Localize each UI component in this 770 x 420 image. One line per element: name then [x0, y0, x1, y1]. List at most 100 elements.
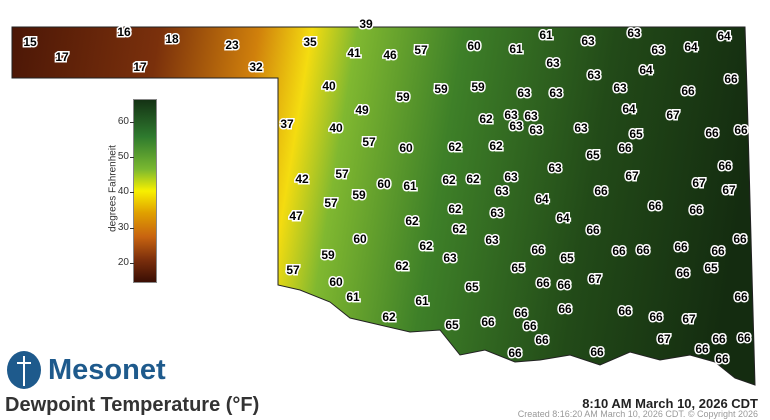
station-dewpoint-label: 63	[548, 161, 562, 175]
legend-tick: 20	[115, 257, 134, 268]
station-dewpoint-label: 66	[557, 278, 571, 292]
station-dewpoint-label: 63	[495, 184, 509, 198]
station-dewpoint-label: 32	[249, 60, 263, 74]
station-dewpoint-label: 66	[531, 243, 545, 257]
station-dewpoint-label: 67	[682, 312, 696, 326]
station-dewpoint-label: 61	[403, 179, 417, 193]
station-dewpoint-label: 63	[627, 26, 641, 40]
logo-text: Mesonet	[48, 353, 166, 386]
station-dewpoint-label: 67	[666, 108, 680, 122]
station-dewpoint-label: 61	[346, 290, 360, 304]
created-copyright: Created 8:16:20 AM March 10, 2026 CDT. ©…	[517, 409, 758, 419]
station-dewpoint-label: 59	[396, 90, 410, 104]
station-dewpoint-label: 60	[377, 177, 391, 191]
station-dewpoint-label: 62	[448, 140, 462, 154]
station-dewpoint-label: 63	[529, 123, 543, 137]
station-dewpoint-label: 47	[289, 209, 303, 223]
station-dewpoint-label: 62	[382, 310, 396, 324]
station-dewpoint-label: 61	[539, 28, 553, 42]
station-dewpoint-label: 59	[434, 82, 448, 96]
station-dewpoint-label: 39	[359, 17, 373, 31]
station-dewpoint-label: 64	[556, 211, 570, 225]
station-dewpoint-label: 66	[481, 315, 495, 329]
mesonet-logo: Mesonet	[6, 350, 166, 390]
station-dewpoint-label: 49	[355, 103, 369, 117]
station-dewpoint-label: 66	[612, 244, 626, 258]
station-dewpoint-label: 40	[322, 79, 336, 93]
station-dewpoint-label: 17	[133, 60, 147, 74]
station-dewpoint-label: 40	[329, 121, 343, 135]
station-dewpoint-label: 67	[657, 332, 671, 346]
station-dewpoint-label: 57	[286, 263, 300, 277]
map-title: Dewpoint Temperature (°F)	[5, 394, 260, 416]
station-dewpoint-label: 61	[415, 294, 429, 308]
station-dewpoint-label: 15	[23, 35, 37, 49]
station-dewpoint-label: 46	[383, 48, 397, 62]
station-dewpoint-label: 66	[712, 332, 726, 346]
station-dewpoint-label: 63	[490, 206, 504, 220]
station-dewpoint-label: 66	[508, 346, 522, 360]
station-dewpoint-label: 63	[485, 233, 499, 247]
station-dewpoint-label: 65	[511, 261, 525, 275]
station-dewpoint-label: 63	[546, 56, 560, 70]
station-dewpoint-label: 63	[549, 86, 563, 100]
station-dewpoint-label: 59	[321, 248, 335, 262]
station-dewpoint-label: 65	[586, 148, 600, 162]
station-dewpoint-label: 17	[55, 50, 69, 64]
station-dewpoint-label: 66	[733, 232, 747, 246]
station-dewpoint-label: 66	[737, 331, 751, 345]
station-dewpoint-label: 67	[588, 272, 602, 286]
station-dewpoint-label: 62	[419, 239, 433, 253]
station-dewpoint-label: 35	[303, 35, 317, 49]
station-dewpoint-label: 63	[504, 170, 518, 184]
station-dewpoint-label: 66	[618, 141, 632, 155]
station-dewpoint-label: 57	[324, 196, 338, 210]
station-dewpoint-label: 65	[465, 280, 479, 294]
station-dewpoint-label: 66	[681, 84, 695, 98]
station-dewpoint-label: 62	[405, 214, 419, 228]
legend-tick: 40	[115, 186, 134, 197]
station-dewpoint-label: 63	[574, 121, 588, 135]
station-dewpoint-label: 66	[618, 304, 632, 318]
station-dewpoint-label: 66	[711, 244, 725, 258]
station-dewpoint-label: 66	[676, 266, 690, 280]
station-dewpoint-label: 63	[443, 251, 457, 265]
station-dewpoint-label: 63	[581, 34, 595, 48]
station-dewpoint-label: 66	[705, 126, 719, 140]
station-dewpoint-label: 66	[590, 345, 604, 359]
station-dewpoint-label: 67	[625, 169, 639, 183]
station-dewpoint-label: 59	[471, 80, 485, 94]
oklahoma-state-shape	[11, 26, 756, 386]
station-dewpoint-label: 57	[335, 167, 349, 181]
legend-tick: 30	[115, 222, 134, 233]
station-dewpoint-label: 63	[504, 108, 518, 122]
station-dewpoint-label: 66	[715, 352, 729, 366]
station-dewpoint-label: 66	[558, 302, 572, 316]
station-dewpoint-label: 62	[489, 139, 503, 153]
station-dewpoint-label: 66	[523, 319, 537, 333]
station-dewpoint-label: 63	[524, 109, 538, 123]
station-dewpoint-label: 66	[536, 276, 550, 290]
station-dewpoint-label: 63	[587, 68, 601, 82]
station-dewpoint-label: 60	[353, 232, 367, 246]
station-dewpoint-label: 66	[594, 184, 608, 198]
station-dewpoint-label: 60	[329, 275, 343, 289]
station-dewpoint-label: 23	[225, 38, 239, 52]
station-dewpoint-label: 65	[560, 251, 574, 265]
station-dewpoint-label: 16	[117, 25, 131, 39]
station-dewpoint-label: 42	[295, 172, 309, 186]
station-dewpoint-label: 18	[165, 32, 179, 46]
station-dewpoint-label: 60	[399, 141, 413, 155]
station-dewpoint-label: 65	[704, 261, 718, 275]
station-dewpoint-label: 66	[695, 342, 709, 356]
station-dewpoint-label: 61	[509, 42, 523, 56]
station-dewpoint-label: 64	[622, 102, 636, 116]
station-dewpoint-label: 66	[649, 310, 663, 324]
station-dewpoint-label: 64	[535, 192, 549, 206]
legend-tick: 60	[115, 116, 134, 127]
station-dewpoint-label: 63	[651, 43, 665, 57]
station-dewpoint-label: 67	[692, 176, 706, 190]
station-dewpoint-label: 63	[517, 86, 531, 100]
station-dewpoint-label: 62	[466, 172, 480, 186]
